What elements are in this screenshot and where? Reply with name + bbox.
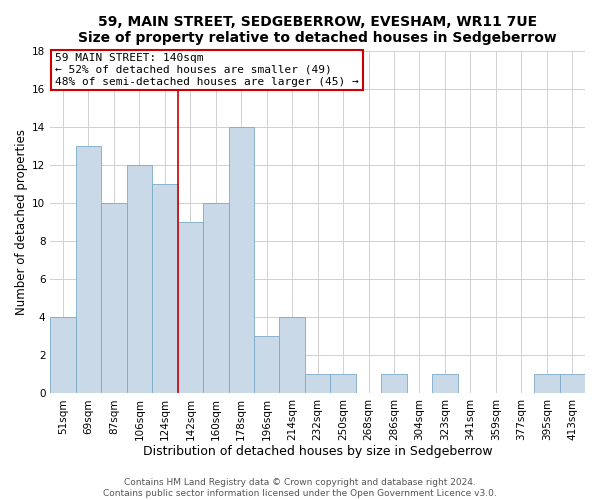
Text: Contains HM Land Registry data © Crown copyright and database right 2024.
Contai: Contains HM Land Registry data © Crown c… [103,478,497,498]
Bar [50,317,76,394]
Bar [178,222,203,394]
Bar [305,374,331,394]
Bar [152,184,178,394]
Title: 59, MAIN STREET, SEDGEBERROW, EVESHAM, WR11 7UE
Size of property relative to det: 59, MAIN STREET, SEDGEBERROW, EVESHAM, W… [78,15,557,45]
Bar [254,336,280,394]
Bar [229,126,254,394]
Bar [76,146,101,394]
Text: 59 MAIN STREET: 140sqm
← 52% of detached houses are smaller (49)
48% of semi-det: 59 MAIN STREET: 140sqm ← 52% of detached… [55,54,359,86]
Bar [331,374,356,394]
Bar [280,317,305,394]
X-axis label: Distribution of detached houses by size in Sedgeberrow: Distribution of detached houses by size … [143,444,493,458]
Y-axis label: Number of detached properties: Number of detached properties [15,129,28,315]
Bar [127,165,152,394]
Bar [560,374,585,394]
Bar [101,203,127,394]
Bar [432,374,458,394]
Bar [381,374,407,394]
Bar [203,203,229,394]
Bar [534,374,560,394]
